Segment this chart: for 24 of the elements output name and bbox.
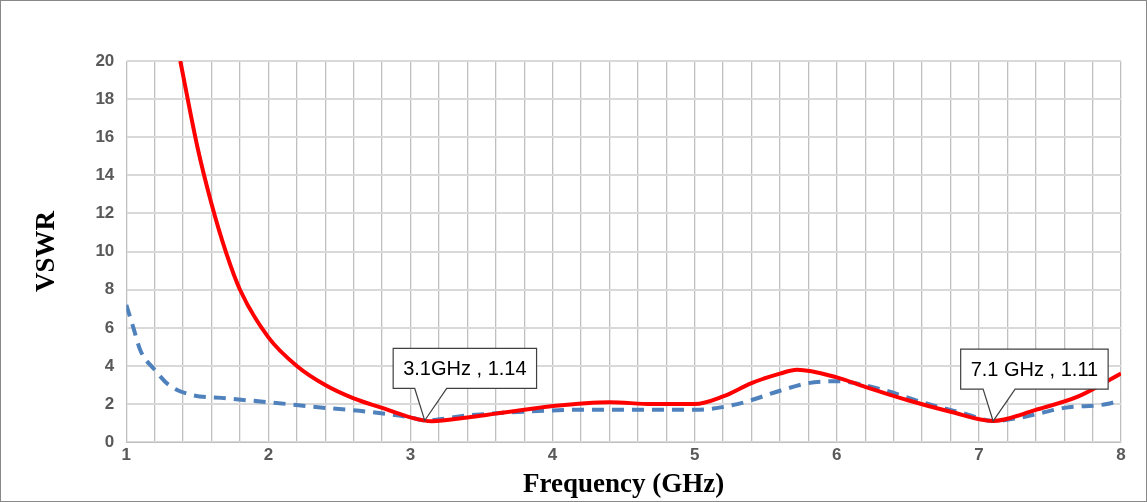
x-tick-label: 3 [405, 445, 416, 465]
y-tick-label: 16 [95, 126, 115, 146]
x-tick-label: 8 [1116, 445, 1126, 465]
x-tick-label: 6 [832, 445, 842, 465]
x-axis-title: Frequency (GHz) [523, 467, 725, 498]
x-tick-label: 5 [689, 445, 700, 465]
y-tick-label: 0 [104, 431, 115, 451]
x-tick-label: 7 [974, 445, 984, 465]
y-tick-label: 8 [104, 279, 115, 299]
y-tick-label: 14 [95, 165, 115, 185]
annotation: 7.1 GHz , 1.11 [970, 357, 1099, 380]
y-tick-label: 4 [104, 355, 115, 375]
y-axis-title: VSWR [30, 210, 61, 293]
annotation: 3.1GHz , 1.14 [403, 356, 527, 379]
y-tick-label: 10 [95, 241, 115, 261]
y-tick-label: 6 [104, 317, 115, 337]
x-tick-label: 4 [547, 445, 558, 465]
y-tick-label: 20 [95, 50, 115, 70]
y-tick-label: 18 [95, 88, 115, 108]
y-tick-label: 2 [104, 393, 115, 413]
x-tick-label: 1 [121, 445, 132, 465]
x-tick-label: 2 [263, 445, 274, 465]
y-tick-label: 12 [95, 203, 115, 223]
line-series [178, 61, 1121, 424]
